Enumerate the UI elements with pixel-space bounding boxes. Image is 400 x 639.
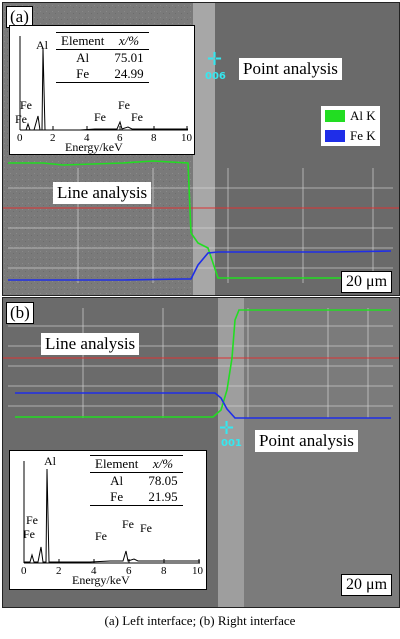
table-cell: Fe [56,66,110,83]
x-tick-label: 10 [192,565,203,577]
x-tick-label: 2 [50,132,56,144]
peak-label-fe: Fe [118,98,130,112]
table-row: Fe 24.99 [56,66,149,83]
peak-label-al: Al [44,454,56,468]
peak-label-fe: Fe [23,527,35,541]
legend-swatch-blue [325,130,345,142]
table-cell: 21.95 [143,489,183,506]
legend-item: Al K [321,106,380,126]
x-tick-label: 4 [91,565,97,577]
scale-bar-label: 20 μm [341,271,393,293]
crosshair-icon: ✛ [219,418,235,439]
table-header: x/% [109,32,149,50]
table-cell: Al [76,50,90,65]
composition-table: Element x/% Al 78.05 Fe 21.95 [90,455,183,506]
x-tick-label: 4 [84,132,90,144]
micrograph-panel-b: (b) Line analysis ✛ 001 Point analysis A… [2,297,400,608]
legend-item: Fe K [321,126,380,146]
table-cell: Fe [90,489,144,506]
x-tick-label: 10 [181,132,192,144]
legend: Al K Fe K [321,106,380,146]
eds-spectrum-inset: Al Fe Fe Fe Fe Fe 0 2 4 6 8 10 Energy/ke… [9,450,207,590]
point-marker-label: 006 [205,71,226,82]
table-cell: 75.01 [114,50,144,65]
fe-k-line-b [15,392,391,419]
x-tick-label: 8 [151,132,157,144]
eds-spectrum-inset: Al Fe Fe Fe Fe Fe 0 2 4 6 8 10 Energy/ke… [9,25,195,155]
peak-label-fe: Fe [26,513,38,527]
point-marker-label: 001 [221,438,242,449]
eds-spectrum-plot [19,36,188,131]
table-cell: Al [110,473,124,488]
x-tick-label: 0 [17,132,23,144]
legend-label: Al K [350,108,376,123]
micrograph-panel-a: (a) Al Fe Fe Fe Fe Fe 0 2 4 6 8 [2,2,400,296]
peak-label-fe: Fe [20,98,32,112]
legend-swatch-green [325,110,345,122]
sem-image-a [3,3,399,295]
table-header: x/% [143,455,183,473]
peak-label-al: Al [36,38,48,52]
composition-table: Element x/% Al 75.01 Fe 24.99 [56,32,149,83]
figure-caption: (a) Left interface; (b) Right interface [104,613,296,628]
crosshair-icon: ✛ [207,49,223,70]
x-tick-label: 6 [126,565,132,577]
table-row: Al 78.05 [90,473,183,490]
point-analysis-label: Point analysis [239,58,342,80]
peak-label-fe: Fe [122,517,134,531]
legend-label: Fe K [350,128,376,143]
table-cell: 24.99 [109,66,149,83]
table-header: Element [56,32,110,50]
x-tick-label: 2 [56,565,62,577]
fe-k-line-a [8,250,392,281]
peak-label-fe: Fe [15,112,27,126]
x-tick-label: 0 [21,565,27,577]
point-analysis-label: Point analysis [255,430,358,452]
scale-bar-label: 20 μm [341,574,393,596]
peak-label-fe: Fe [140,521,152,535]
al-k-line-a [8,160,391,279]
peak-label-fe: Fe [131,110,143,124]
panel-tag: (b) [6,302,34,324]
x-tick-label: 8 [161,565,167,577]
peak-label-fe: Fe [95,529,107,543]
line-analysis-label: Line analysis [53,182,152,204]
x-axis-label: Energy/keV [72,573,130,587]
table-cell: 78.05 [148,473,178,488]
table-header: Element [90,455,144,473]
table-row: Al 75.01 [56,50,149,67]
peak-label-fe: Fe [94,110,106,124]
eds-spectrum-plot [23,461,200,564]
table-row: Fe 21.95 [90,489,183,506]
x-axis-label: Energy/keV [65,140,123,154]
line-analysis-label: Line analysis [41,333,140,355]
al-k-line-b [15,309,391,418]
x-tick-label: 6 [117,132,123,144]
